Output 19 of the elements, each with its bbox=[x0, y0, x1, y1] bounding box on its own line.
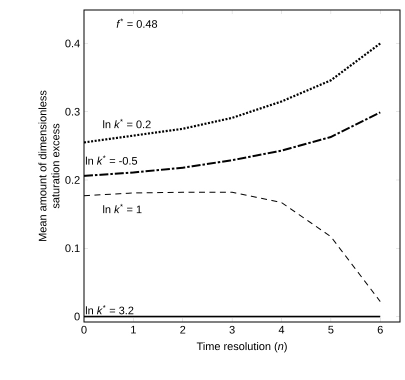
x-tick-label: 6 bbox=[378, 326, 383, 334]
x-tick-label: 5 bbox=[328, 326, 334, 334]
x-tick-label: 1 bbox=[131, 326, 136, 334]
y-axis-title: Mean amount of dimensionless saturation excess bbox=[38, 90, 60, 241]
annotation: f$^{*}$ = 0.48 bbox=[116, 18, 158, 28]
y-tick-label: 0.3 bbox=[65, 108, 80, 116]
series-label: ln k$^{*}$ = 0.2 bbox=[103, 118, 151, 128]
series-label: ln k$^{*}$ = 1 bbox=[103, 204, 142, 214]
x-tick-label: 4 bbox=[278, 326, 284, 334]
y-tick-label: 0.4 bbox=[65, 40, 80, 48]
series-label: ln k$^{*}$ = -0.5 bbox=[86, 155, 138, 165]
x-tick-label: 0 bbox=[81, 326, 87, 334]
y-tick-label: 0.2 bbox=[65, 176, 80, 184]
series-label: ln k$^{*}$ = 3.2 bbox=[86, 304, 134, 314]
y-tick-label: 0 bbox=[74, 312, 80, 320]
x-axis-title: Time resolution (n) bbox=[196, 342, 287, 352]
x-tick-label: 2 bbox=[180, 326, 186, 334]
x-tick-label: 3 bbox=[230, 326, 235, 334]
y-tick-label: 0.1 bbox=[65, 244, 80, 252]
